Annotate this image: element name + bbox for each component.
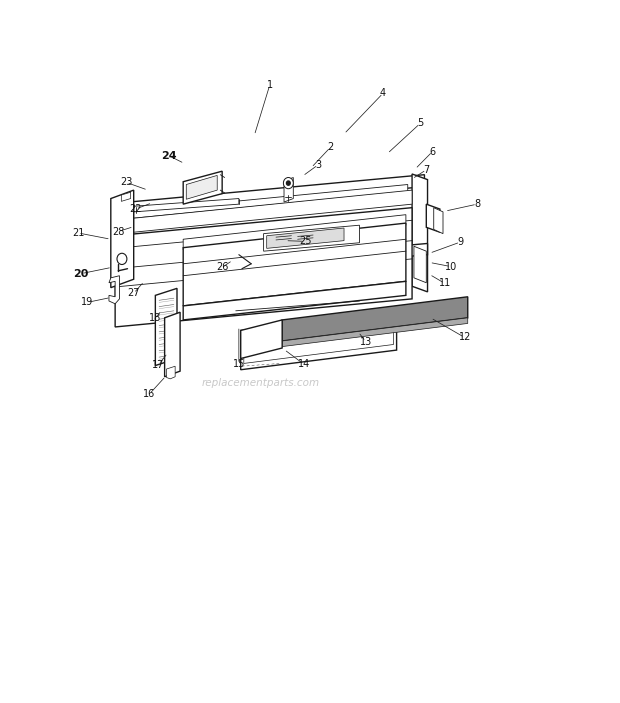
Polygon shape [156, 288, 177, 366]
Text: 9: 9 [458, 237, 463, 247]
Text: 22: 22 [130, 204, 142, 214]
Polygon shape [282, 297, 467, 341]
Polygon shape [241, 311, 397, 370]
Text: 1: 1 [267, 80, 273, 90]
Text: 27: 27 [128, 288, 140, 298]
Polygon shape [122, 192, 131, 201]
Polygon shape [282, 318, 467, 347]
Polygon shape [244, 316, 394, 363]
Text: 4: 4 [380, 89, 386, 98]
Polygon shape [183, 172, 222, 204]
Polygon shape [165, 312, 180, 377]
Text: 19: 19 [81, 297, 94, 307]
Text: 2: 2 [327, 142, 334, 153]
Polygon shape [264, 225, 360, 251]
Polygon shape [183, 214, 406, 250]
Polygon shape [412, 174, 428, 292]
Text: 20: 20 [73, 269, 89, 278]
Text: 23: 23 [120, 177, 133, 188]
Polygon shape [115, 195, 131, 280]
Polygon shape [427, 204, 440, 232]
Text: 25: 25 [299, 236, 311, 246]
Text: 21: 21 [72, 228, 84, 238]
Circle shape [283, 177, 293, 188]
Polygon shape [115, 207, 412, 327]
Polygon shape [134, 198, 239, 212]
Circle shape [117, 253, 127, 264]
Text: 17: 17 [153, 360, 165, 370]
Text: 28: 28 [112, 226, 125, 236]
Polygon shape [115, 243, 428, 283]
Text: 12: 12 [458, 333, 471, 342]
Polygon shape [183, 281, 406, 320]
Text: 18: 18 [149, 313, 161, 323]
Text: 3: 3 [315, 160, 321, 170]
Text: 24: 24 [161, 150, 177, 161]
Text: 7: 7 [423, 165, 430, 175]
Text: 5: 5 [417, 119, 423, 129]
Text: 26: 26 [216, 262, 228, 272]
Circle shape [286, 181, 290, 185]
Text: replacementparts.com: replacementparts.com [202, 378, 319, 388]
Polygon shape [241, 320, 282, 359]
Polygon shape [414, 246, 427, 283]
Polygon shape [109, 276, 120, 304]
Polygon shape [284, 177, 293, 202]
Polygon shape [122, 174, 425, 214]
Polygon shape [134, 190, 412, 232]
Polygon shape [167, 366, 175, 379]
Polygon shape [111, 190, 134, 288]
Text: 15: 15 [232, 359, 245, 369]
Text: 13: 13 [360, 337, 372, 347]
Text: 8: 8 [474, 199, 480, 209]
Polygon shape [434, 207, 443, 233]
Text: 10: 10 [445, 262, 457, 271]
Polygon shape [186, 175, 217, 199]
Polygon shape [183, 223, 406, 306]
Text: 16: 16 [143, 389, 155, 399]
Text: 14: 14 [298, 359, 310, 369]
Polygon shape [267, 228, 344, 248]
Polygon shape [134, 184, 408, 218]
Text: 11: 11 [439, 278, 451, 288]
Text: 6: 6 [430, 146, 435, 157]
